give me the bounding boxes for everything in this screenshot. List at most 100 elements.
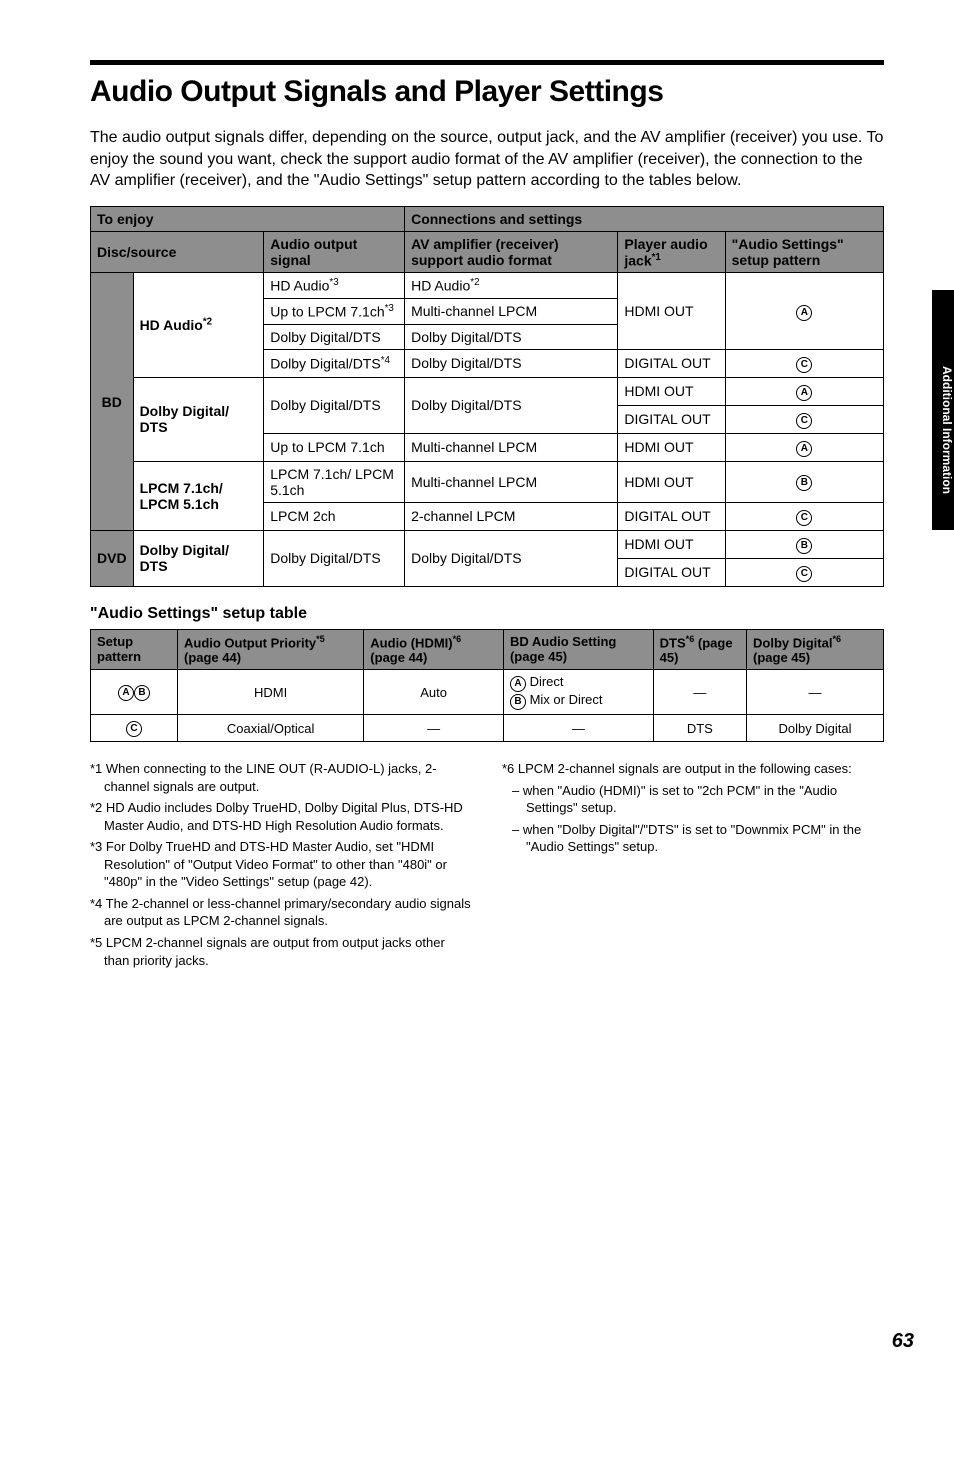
header-audio-settings: "Audio Settings" setup pattern xyxy=(725,231,883,273)
circle-a-icon: A xyxy=(796,385,812,401)
sup: *1 xyxy=(652,252,661,263)
cell: LPCM 7.1ch/ LPCM 5.1ch xyxy=(133,461,264,530)
footnote-sub: – when "Dolby Digital"/"DTS" is set to "… xyxy=(502,821,884,856)
cell: HD Audio*2 xyxy=(133,273,264,377)
cell: AB xyxy=(91,670,178,715)
text: Dolby Digital/DTS xyxy=(270,356,380,372)
cell: — xyxy=(747,670,884,715)
header-pattern: Setup pattern xyxy=(91,629,178,669)
circle-c-icon: C xyxy=(796,510,812,526)
text: Dolby Digital/ DTS xyxy=(140,542,229,574)
circle-b-icon: B xyxy=(796,475,812,491)
cell: B xyxy=(725,461,883,502)
side-tab: Additional Information xyxy=(932,290,954,530)
cell: HD Audio*2 xyxy=(405,273,618,299)
footnote: *1 When connecting to the LINE OUT (R-AU… xyxy=(90,760,472,795)
cell: 2-channel LPCM xyxy=(405,502,618,530)
text: Mix or Direct xyxy=(526,692,603,707)
circle-a-icon: A xyxy=(796,441,812,457)
text: HD Audio xyxy=(140,317,203,333)
header-to-enjoy: To enjoy xyxy=(91,206,405,231)
cell: B xyxy=(725,530,883,558)
table-row: Disc/source Audio output signal AV ampli… xyxy=(91,231,884,273)
text: DTS xyxy=(660,635,686,650)
header-conn-settings: Connections and settings xyxy=(405,206,884,231)
cell: A xyxy=(725,377,883,405)
text: HD Audio xyxy=(270,278,329,294)
text: Audio Output Priority xyxy=(184,635,316,650)
footnote: *2 HD Audio includes Dolby TrueHD, Dolby… xyxy=(90,799,472,834)
cell: HD Audio*3 xyxy=(264,273,405,299)
cell: — xyxy=(653,670,746,715)
cell: Coaxial/Optical xyxy=(177,715,363,742)
circle-c-icon: C xyxy=(796,357,812,373)
text: LPCM 7.1ch/ LPCM 5.1ch xyxy=(140,480,223,512)
header-priority: Audio Output Priority*5 (page 44) xyxy=(177,629,363,669)
circle-c-icon: C xyxy=(796,566,812,582)
text: HD Audio xyxy=(411,278,470,294)
cell: DIGITAL OUT xyxy=(618,558,725,586)
cell: HDMI OUT xyxy=(618,377,725,405)
sup: *5 xyxy=(316,634,325,644)
sup: *6 xyxy=(686,634,695,644)
setup-subtitle: "Audio Settings" setup table xyxy=(90,605,884,623)
main-table: To enjoy Connections and settings Disc/s… xyxy=(90,206,884,587)
sup: *3 xyxy=(329,277,338,288)
text: (page 45) xyxy=(753,650,810,665)
cell: A Direct B Mix or Direct xyxy=(503,670,653,715)
cell: Dolby Digital xyxy=(747,715,884,742)
cell: HDMI OUT xyxy=(618,461,725,502)
cell: C xyxy=(725,349,883,377)
cell: Dolby Digital/DTS xyxy=(405,377,618,433)
circle-a-icon: A xyxy=(796,305,812,321)
header-hdmi: Audio (HDMI)*6 (page 44) xyxy=(364,629,504,669)
horizontal-rule xyxy=(90,60,884,65)
footnote-col-left: *1 When connecting to the LINE OUT (R-AU… xyxy=(90,760,472,973)
cell: DIGITAL OUT xyxy=(618,349,725,377)
cell: A xyxy=(725,273,883,349)
text: Up to LPCM 7.1ch xyxy=(270,304,384,320)
cell: HDMI OUT xyxy=(618,433,725,461)
cell: HDMI xyxy=(177,670,363,715)
table-row: AB HDMI Auto A Direct B Mix or Direct — … xyxy=(91,670,884,715)
text: (page 44) xyxy=(184,650,241,665)
page-number: 63 xyxy=(892,1330,914,1353)
text: Dolby Digital xyxy=(753,635,832,650)
circle-a-icon: A xyxy=(118,685,134,701)
circle-b-icon: B xyxy=(510,694,526,710)
table-row: BD HD Audio*2 HD Audio*3 HD Audio*2 HDMI… xyxy=(91,273,884,299)
cell: DIGITAL OUT xyxy=(618,502,725,530)
cell: Multi-channel LPCM xyxy=(405,299,618,325)
cell: Dolby Digital/ DTS xyxy=(133,530,264,586)
circle-b-icon: B xyxy=(134,685,150,701)
header-dolby: Dolby Digital*6 (page 45) xyxy=(747,629,884,669)
sup: *4 xyxy=(381,355,390,366)
footnote: *6 LPCM 2-channel signals are output in … xyxy=(502,760,884,778)
circle-c-icon: C xyxy=(796,413,812,429)
cell: Dolby Digital/DTS xyxy=(405,324,618,349)
text: Audio (HDMI) xyxy=(370,635,452,650)
circle-b-icon: B xyxy=(796,538,812,554)
sup: *6 xyxy=(453,634,462,644)
cell: LPCM 7.1ch/ LPCM 5.1ch xyxy=(264,461,405,502)
table-row: Setup pattern Audio Output Priority*5 (p… xyxy=(91,629,884,669)
cell: HDMI OUT xyxy=(618,530,725,558)
cell: Auto xyxy=(364,670,504,715)
cell: HDMI OUT xyxy=(618,273,725,349)
cell: — xyxy=(364,715,504,742)
intro-paragraph: The audio output signals differ, dependi… xyxy=(90,127,884,192)
text: (page 44) xyxy=(370,650,427,665)
cell: Dolby Digital/ DTS xyxy=(133,377,264,461)
cell-dvd: DVD xyxy=(91,530,134,586)
cell: DTS xyxy=(653,715,746,742)
table-row: LPCM 7.1ch/ LPCM 5.1ch LPCM 7.1ch/ LPCM … xyxy=(91,461,884,502)
cell: A xyxy=(725,433,883,461)
cell: DIGITAL OUT xyxy=(618,405,725,433)
header-av-amp: AV amplifier (receiver) support audio fo… xyxy=(405,231,618,273)
cell: Up to LPCM 7.1ch xyxy=(264,433,405,461)
footnote: *3 For Dolby TrueHD and DTS-HD Master Au… xyxy=(90,838,472,891)
setup-table: Setup pattern Audio Output Priority*5 (p… xyxy=(90,629,884,742)
footnote: *4 The 2-channel or less-channel primary… xyxy=(90,895,472,930)
cell: Multi-channel LPCM xyxy=(405,433,618,461)
header-audio-output: Audio output signal xyxy=(264,231,405,273)
